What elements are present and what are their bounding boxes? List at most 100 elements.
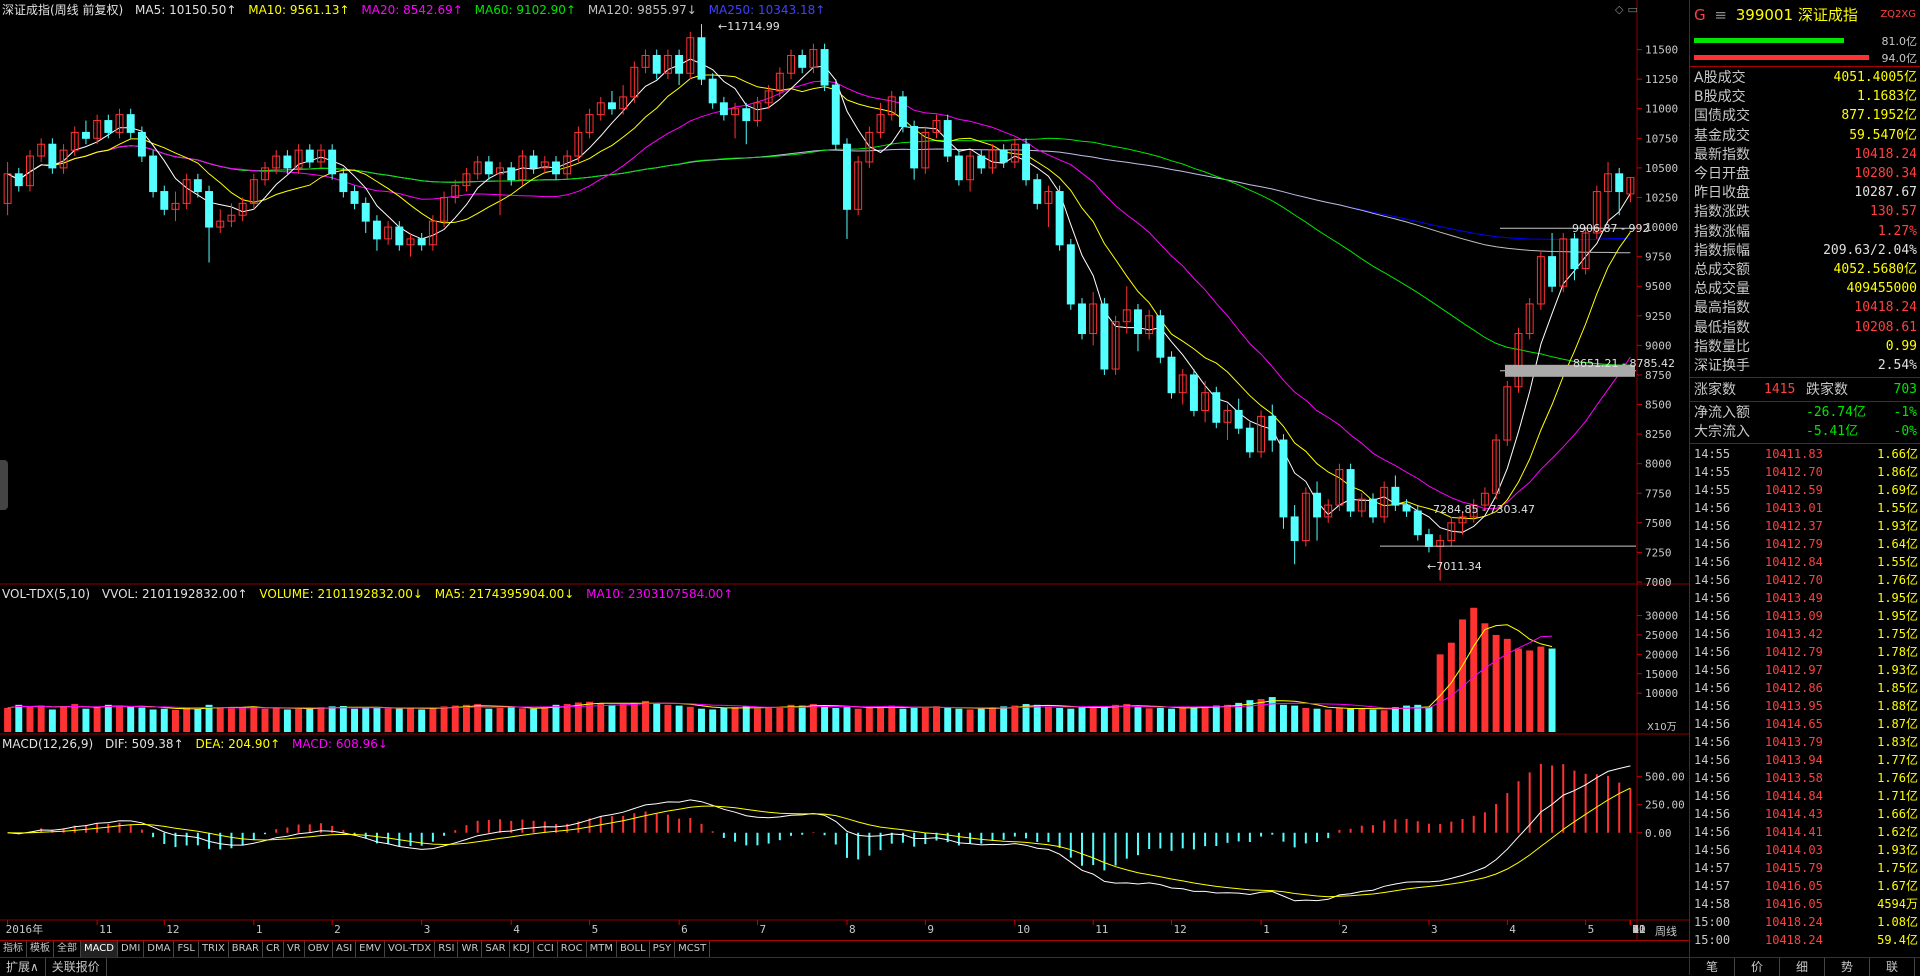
candle-body (1503, 386, 1512, 441)
close-icon[interactable]: ▭ (1627, 3, 1638, 16)
volume-bar (1515, 648, 1522, 732)
tick-price: 10416.05 (1765, 897, 1823, 911)
indicator-tab[interactable]: 全部 (54, 941, 81, 957)
indicator-tab[interactable]: WR (458, 941, 483, 957)
indicator-tab[interactable]: ROC (558, 941, 587, 957)
indicator-tab[interactable]: ASI (333, 941, 357, 957)
date-tick-label: 2016年 (6, 922, 44, 936)
volume-bar (1212, 705, 1220, 732)
candle-body (1223, 409, 1232, 423)
indicator-tab[interactable]: 指标 (0, 941, 27, 957)
price-header: 深证成指(周线 前复权) MA5: 10150.50↑ MA10: 9561.1… (2, 2, 833, 19)
indicator-tab[interactable]: CCI (534, 941, 558, 957)
candle-body (115, 114, 124, 133)
indicator-tab[interactable]: TRIX (199, 941, 229, 957)
indicator-tab[interactable]: DMI (118, 941, 145, 957)
candle-body (999, 149, 1008, 163)
volume-bar (1011, 705, 1019, 732)
indicator-tab[interactable]: FSL (174, 941, 199, 957)
tick-price: 10412.84 (1765, 555, 1823, 569)
high-annotation: ←11714.99 (718, 20, 780, 33)
candle-body (966, 155, 975, 181)
price-tick-label: 8000 (1645, 458, 1672, 471)
candle-body (529, 155, 538, 169)
vol-tick-label: 25000 (1645, 629, 1678, 642)
tick-amount: 1.64亿 (1877, 537, 1918, 551)
indicator-tab[interactable]: VR (284, 941, 305, 957)
stat-row: A股成交 4051.4005亿 (1694, 68, 1917, 88)
volume-bar (686, 706, 694, 732)
menu-icon[interactable]: ≡ (1714, 6, 1727, 24)
price-tick-label: 11000 (1645, 103, 1678, 116)
volume-bar (877, 706, 885, 732)
tick-amount: 59.4亿 (1877, 933, 1918, 947)
indicator-tab[interactable]: KDJ (510, 941, 534, 957)
down-count: 703 (1893, 382, 1917, 397)
vol-ma10-line (7, 635, 1553, 709)
indicator-tab[interactable]: CR (263, 941, 284, 957)
kline-chart[interactable]: 11500 11250 11000 10750 10500 10250 10000 9750 9… (0, 0, 1689, 940)
indicator-tab[interactable]: BOLL (617, 941, 650, 957)
candle-body (686, 37, 695, 74)
volume-bar (1369, 709, 1377, 732)
candle-body (1313, 492, 1322, 518)
candle-body (37, 143, 46, 157)
indicator-tab[interactable]: SAR (482, 941, 510, 957)
candle-body (339, 173, 348, 193)
tick-amount: 1.78亿 (1877, 645, 1918, 659)
side-collapse-handle[interactable] (0, 460, 8, 510)
candle-body (283, 155, 292, 169)
candle-body (1492, 439, 1501, 494)
side-tab[interactable]: 细 (1780, 958, 1825, 976)
expand-button[interactable]: 扩展∧ (0, 958, 46, 976)
date-tick-label: 5 (592, 923, 599, 936)
indicator-tab[interactable]: VOL-TDX (385, 941, 436, 957)
volume-bar (720, 707, 728, 732)
indicator-tab-bar: 指标 模板 全部 MACD DMI DMA FSL TRIX BRAR CR VR OBV ASI EMV… (0, 940, 1689, 957)
indicator-tab[interactable]: 模板 (27, 941, 54, 957)
stat-value: 10280.34 (1854, 166, 1917, 181)
bar2-value: 94.0亿 (1881, 52, 1918, 65)
tick-row: 14:56 10413.09 1.95亿 (1690, 608, 1920, 624)
volume-bar (597, 703, 605, 732)
tick-row: 14:56 10413.49 1.95亿 (1690, 590, 1920, 606)
indicator-tab[interactable]: BRAR (229, 941, 263, 957)
indicator-tab[interactable]: MACD (81, 941, 118, 957)
volume-bar (1000, 706, 1008, 732)
restore-icon[interactable]: ◇ (1615, 3, 1624, 16)
tick-time: 14:56 (1694, 789, 1731, 803)
candle-body (1570, 238, 1579, 269)
indicator-tab[interactable]: OBV (305, 941, 333, 957)
dif-line (7, 765, 1631, 902)
side-tab[interactable]: 势 (1825, 958, 1870, 976)
candle-body (48, 143, 57, 169)
side-tab[interactable]: 联 (1870, 958, 1915, 976)
candle-body (1212, 392, 1221, 423)
volume-bar (26, 706, 34, 732)
date-tick-label: 12 (1632, 923, 1645, 936)
price-tick-label: 7500 (1645, 517, 1672, 530)
indicator-tab[interactable]: RSI (435, 941, 459, 957)
side-tab[interactable]: 价 (1735, 958, 1780, 976)
volume-bar (239, 707, 247, 732)
tick-price: 10414.03 (1765, 843, 1823, 857)
volume-bar (1089, 706, 1097, 732)
indicator-tab[interactable]: PSY (650, 941, 676, 957)
stat-label: 最新指数 (1694, 146, 1750, 163)
stat-row: 指数量比 0.99 (1694, 337, 1917, 357)
candle-body (1413, 510, 1422, 536)
tick-amount: 1.76亿 (1877, 573, 1918, 587)
indicator-tab[interactable]: EMV (356, 941, 385, 957)
stat-row: 指数涨幅 1.27% (1694, 222, 1917, 242)
indicator-tab[interactable]: MTM (587, 941, 617, 957)
stat-label: 最低指数 (1694, 319, 1750, 336)
indicator-tab[interactable]: MCST (675, 941, 711, 957)
tick-time: 14:56 (1694, 627, 1731, 641)
candle-body (742, 108, 751, 122)
tick-amount: 1.88亿 (1877, 699, 1918, 713)
candle-body (876, 114, 885, 133)
period-label: 周线 (1655, 925, 1677, 938)
related-quotes-tab[interactable]: 关联报价 (46, 958, 107, 976)
indicator-tab[interactable]: DMA (144, 941, 175, 957)
side-tab[interactable]: 笔 (1690, 958, 1735, 976)
